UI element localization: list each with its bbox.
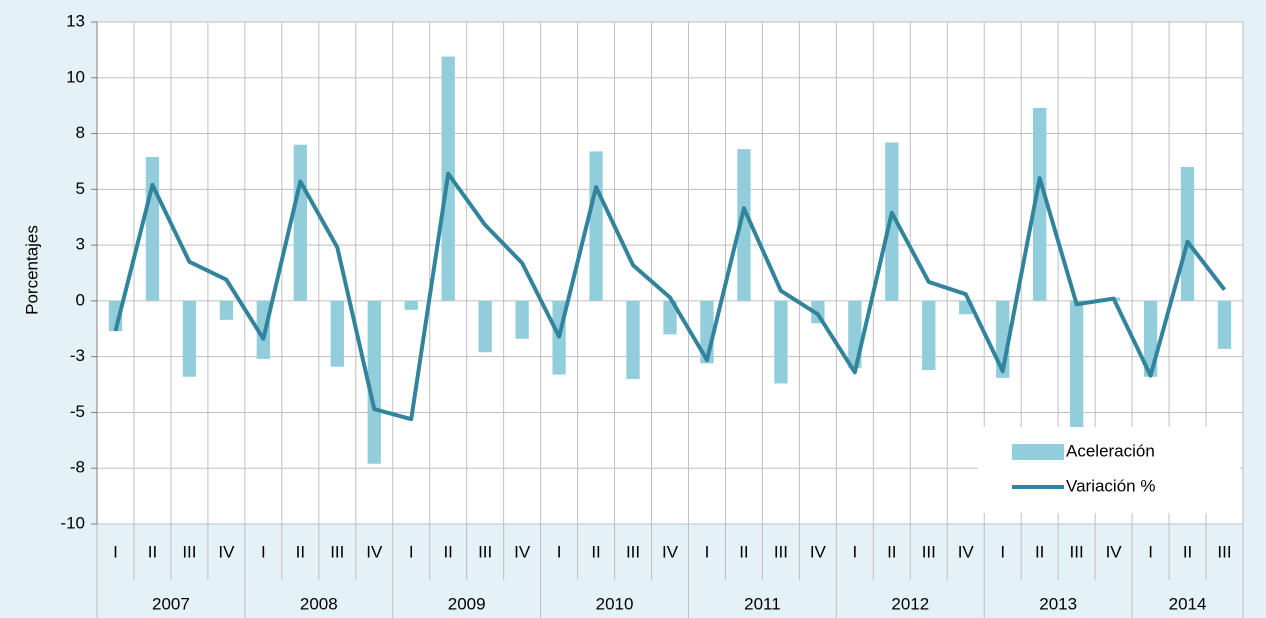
year-label: 2008 (300, 594, 338, 613)
x-tick-label: I (409, 542, 414, 561)
x-tick-label: II (887, 542, 896, 561)
x-tick-label: IV (366, 542, 383, 561)
y-tick-label: -10 (60, 513, 85, 532)
bar (663, 300, 677, 335)
year-label: 2013 (1039, 594, 1077, 613)
bar (1033, 107, 1047, 301)
y-tick-label: -3 (70, 346, 85, 365)
x-tick-label: I (705, 542, 710, 561)
x-tick-label: III (1070, 542, 1084, 561)
x-tick-label: IV (1106, 542, 1123, 561)
x-tick-label: II (443, 542, 452, 561)
x-tick-label: I (1148, 542, 1153, 561)
legend-box (978, 427, 1240, 513)
y-tick-label: 8 (76, 123, 85, 142)
x-tick-label: IV (810, 542, 827, 561)
x-tick-label: IV (514, 542, 531, 561)
bar (145, 156, 160, 301)
x-tick-label: II (739, 542, 748, 561)
x-tick-label: III (182, 542, 196, 561)
year-label: 2009 (448, 594, 486, 613)
y-tick-label: 5 (76, 179, 85, 198)
y-tick-label: 10 (66, 67, 85, 86)
y-tick-label: -8 (70, 458, 85, 477)
bar (1180, 167, 1195, 301)
x-tick-label: III (774, 542, 788, 561)
year-label: 2007 (152, 594, 190, 613)
x-tick-label: IV (218, 542, 235, 561)
bar (182, 300, 197, 377)
bar (737, 149, 751, 301)
year-label: 2014 (1169, 594, 1207, 613)
x-tick-label: II (591, 542, 600, 561)
bar (219, 300, 234, 320)
bar (626, 300, 640, 379)
x-tick-label: III (922, 542, 936, 561)
x-tick-label: I (557, 542, 562, 561)
bar (885, 142, 899, 301)
bar (1217, 300, 1232, 349)
year-label: 2010 (596, 594, 634, 613)
year-label: 2012 (891, 594, 929, 613)
y-tick-label: 0 (76, 290, 85, 309)
x-tick-label: III (1217, 542, 1231, 561)
y-axis-label: Porcentajes (22, 225, 41, 315)
bar (478, 300, 492, 353)
x-tick-label: I (1000, 542, 1005, 561)
x-tick-label: IV (958, 542, 975, 561)
bar (330, 300, 344, 367)
x-tick-label: I (261, 542, 266, 561)
x-tick-label: III (626, 542, 640, 561)
x-tick-label: II (296, 542, 305, 561)
bar (367, 300, 381, 464)
x-tick-label: III (330, 542, 344, 561)
bar (774, 300, 788, 384)
x-tick-label: I (113, 542, 118, 561)
x-tick-label: II (1183, 542, 1192, 561)
legend-swatch (1012, 444, 1064, 460)
y-tick-label: 13 (66, 11, 85, 30)
bar (515, 300, 529, 339)
x-tick-label: II (1035, 542, 1044, 561)
bar (922, 300, 936, 371)
x-tick-label: IV (662, 542, 679, 561)
bar (404, 300, 418, 310)
x-tick-label: II (148, 542, 157, 561)
bar (293, 144, 307, 301)
line (113, 171, 1227, 422)
year-label: 2011 (744, 594, 781, 613)
x-tick-label: I (852, 542, 857, 561)
y-tick-label: -5 (70, 402, 85, 421)
bar (1069, 300, 1084, 429)
x-tick-label: III (478, 542, 492, 561)
legend-label: Variación % (1066, 476, 1155, 495)
legend-label: Aceleración (1066, 441, 1155, 460)
bar (256, 300, 271, 359)
y-tick-label: 3 (76, 235, 85, 254)
bar (589, 151, 603, 301)
